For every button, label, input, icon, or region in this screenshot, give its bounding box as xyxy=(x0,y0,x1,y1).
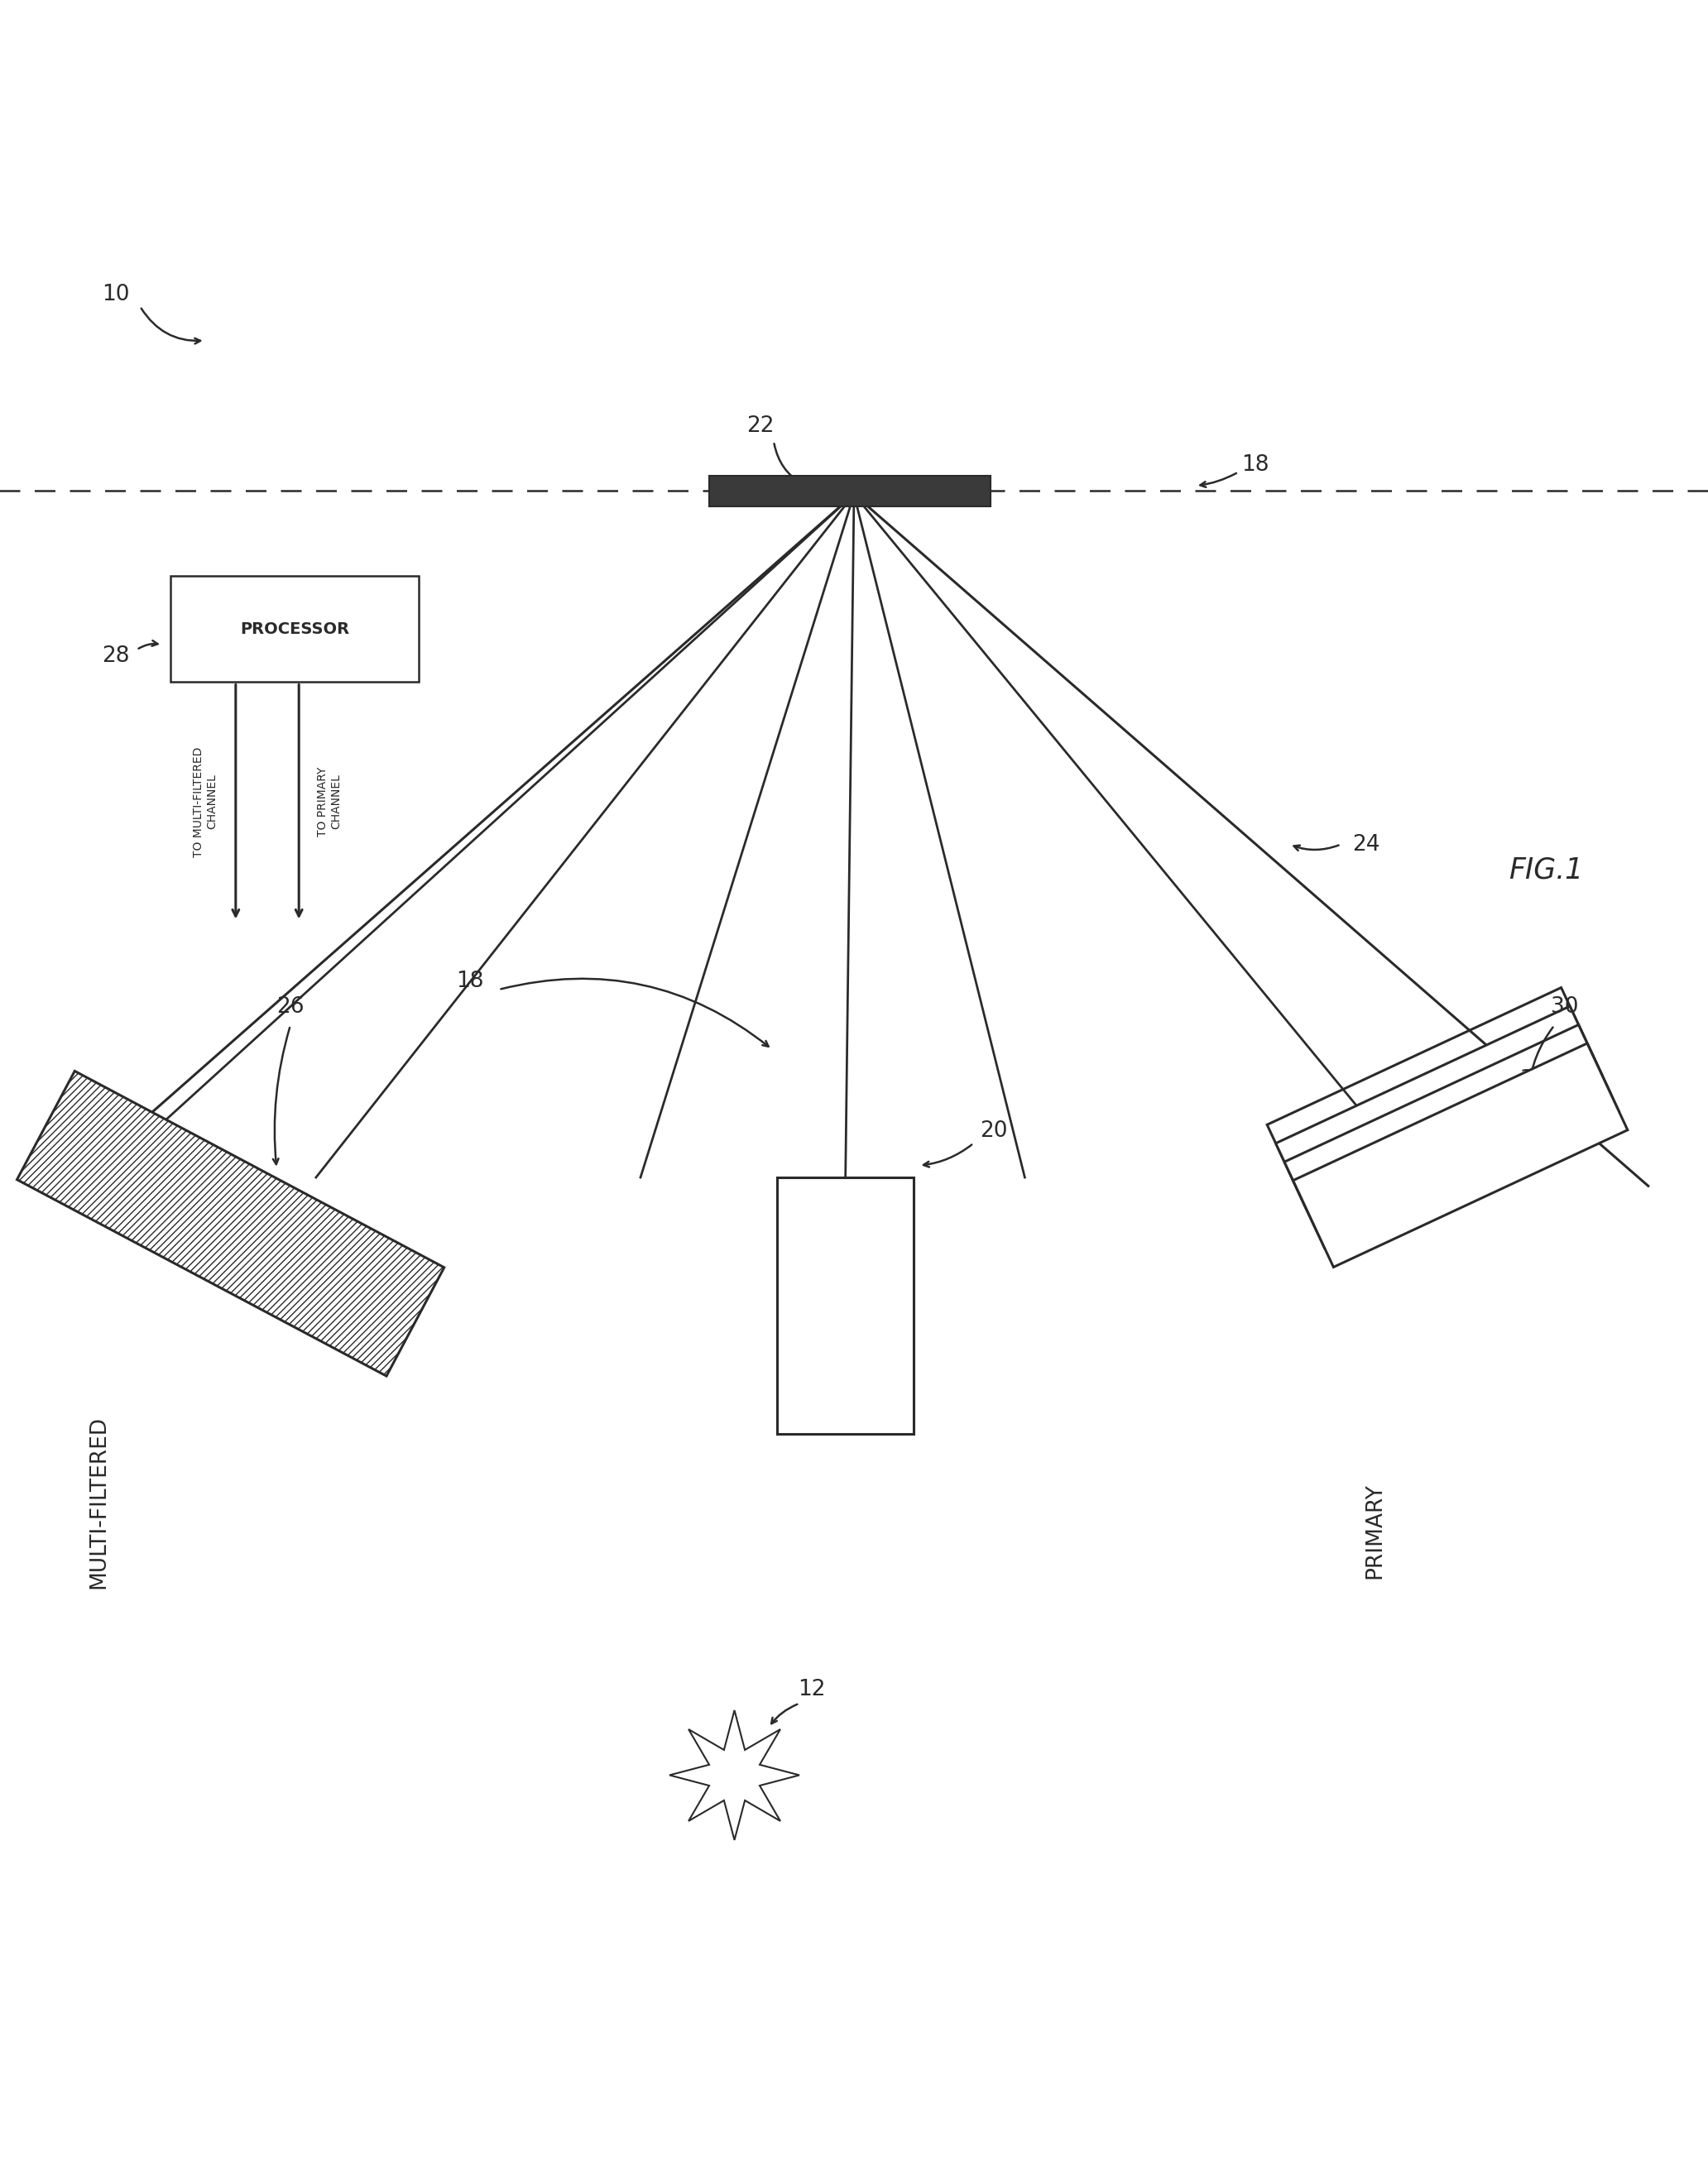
Text: PROCESSOR: PROCESSOR xyxy=(239,622,350,637)
Polygon shape xyxy=(17,1070,444,1376)
Text: 26: 26 xyxy=(277,997,304,1016)
Polygon shape xyxy=(1284,1025,1619,1248)
Text: 10: 10 xyxy=(102,284,130,306)
Text: FIG.1: FIG.1 xyxy=(1508,856,1583,884)
Text: TO MULTI-FILTERED
CHANNEL: TO MULTI-FILTERED CHANNEL xyxy=(193,748,217,856)
Text: TO PRIMARY
CHANNEL: TO PRIMARY CHANNEL xyxy=(318,767,342,836)
Text: 24: 24 xyxy=(1353,834,1380,856)
Text: 22: 22 xyxy=(746,416,774,438)
Text: 18: 18 xyxy=(1242,455,1269,477)
Text: 20: 20 xyxy=(980,1120,1008,1142)
Polygon shape xyxy=(1276,1005,1611,1231)
Text: 32: 32 xyxy=(1520,1068,1547,1090)
Text: MULTI-FILTERED: MULTI-FILTERED xyxy=(89,1415,109,1588)
Polygon shape xyxy=(670,1710,799,1840)
Text: 28: 28 xyxy=(102,646,130,667)
Polygon shape xyxy=(1293,1042,1628,1268)
Polygon shape xyxy=(1267,988,1602,1211)
Bar xyxy=(777,1177,914,1435)
Text: 18: 18 xyxy=(456,971,483,992)
Text: PRIMARY: PRIMARY xyxy=(1365,1482,1385,1580)
Text: 12: 12 xyxy=(798,1679,825,1701)
Text: 30: 30 xyxy=(1551,997,1578,1016)
Bar xyxy=(171,576,418,683)
Bar xyxy=(709,475,991,507)
